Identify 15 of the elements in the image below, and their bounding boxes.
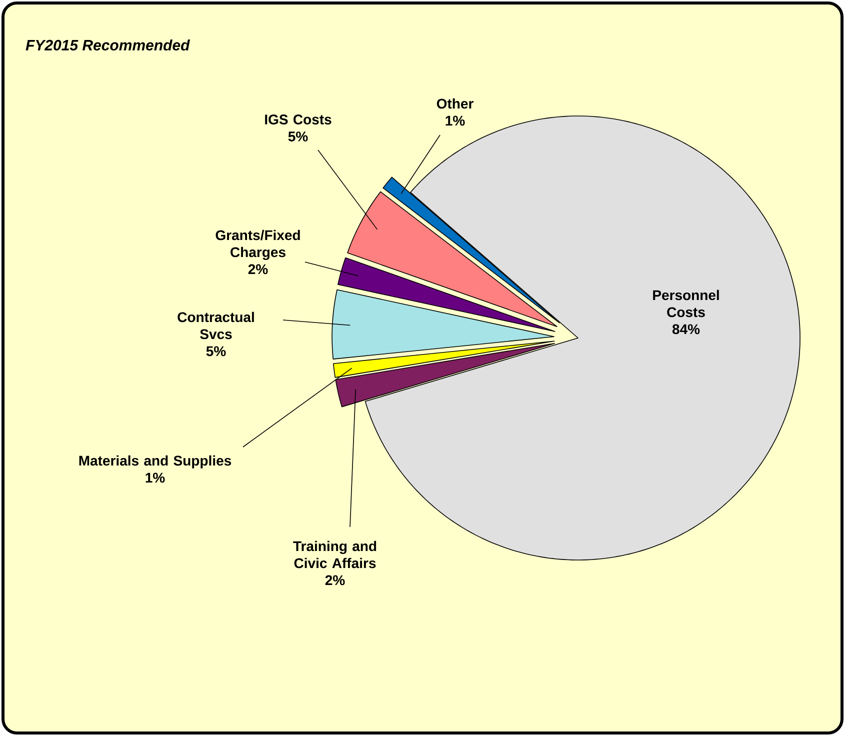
slice-label: Materials and Supplies [79, 455, 232, 468]
data-label: 2% [325, 575, 345, 586]
data-label: 5% [288, 132, 308, 142]
data-label: 1% [146, 472, 165, 483]
slice-label: Other [436, 98, 474, 109]
chart-title: FY2015 Recommended [26, 39, 190, 51]
slice-label: Grants/Fixed Charges [216, 230, 300, 260]
slice-label: Personnel Costs [653, 290, 719, 318]
slice-label: IGS Costs [265, 114, 332, 124]
data-label: 5% [206, 346, 226, 356]
legend-label: Contractual Svcs [178, 312, 254, 340]
data-label: 84% [672, 324, 700, 334]
data-label: 1% [446, 116, 465, 126]
slice-label: Training and Civic Affairs [293, 540, 376, 568]
data-label: 2% [248, 264, 268, 274]
